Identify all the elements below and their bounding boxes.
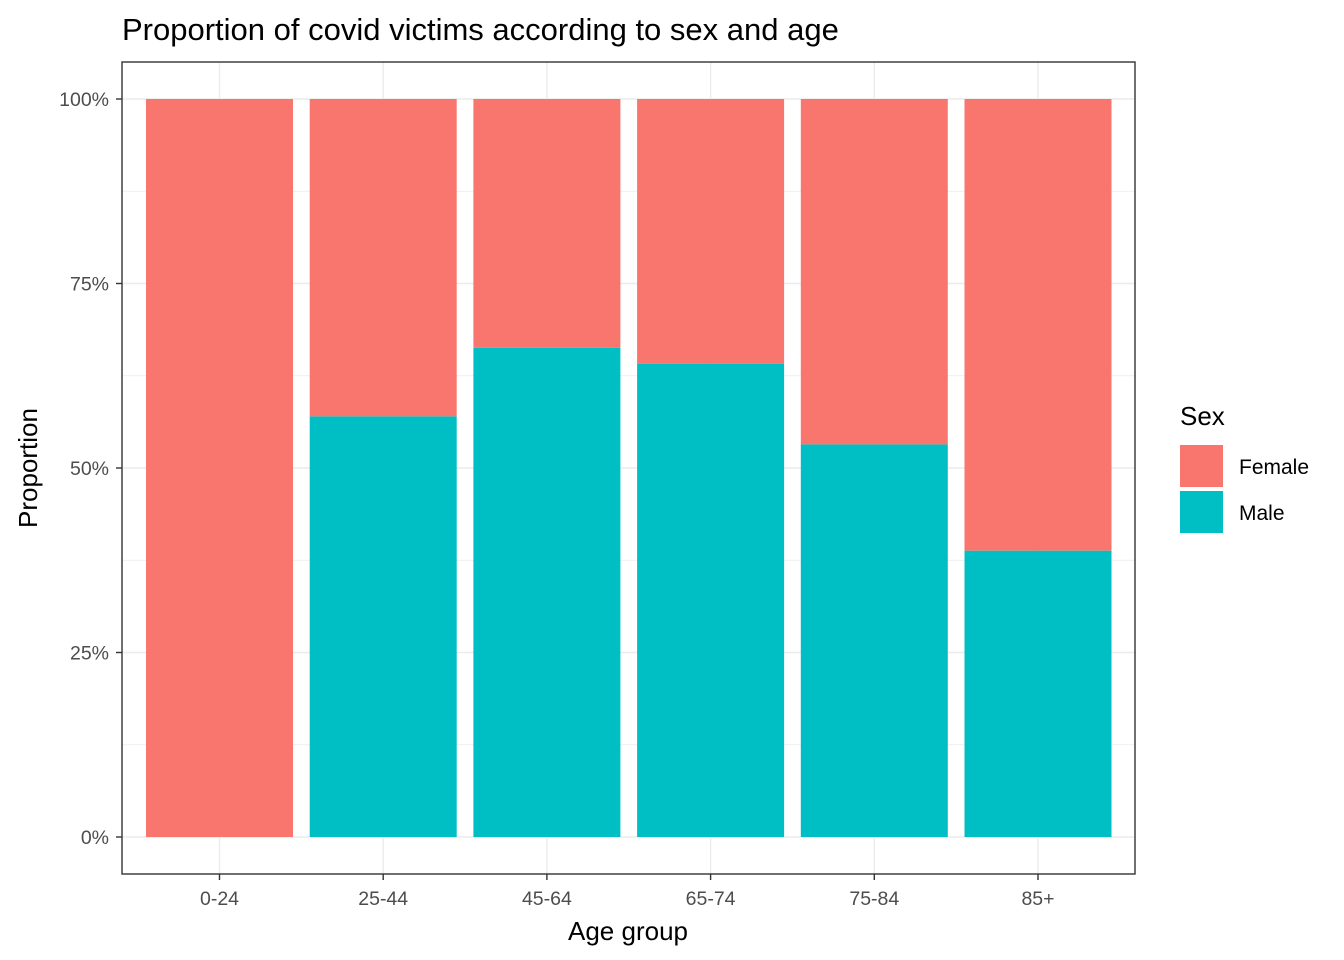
chart-title: Proportion of covid victims according to… [122,12,839,47]
x-axis: 0-24 25-44 45-64 65-74 75-84 85+ [200,874,1055,910]
y-axis: 0% 25% 50% 75% 100% [59,89,122,849]
x-tick-label: 75-84 [849,888,899,910]
legend-label-female: Female [1239,456,1309,479]
x-tick-label: 25-44 [358,888,408,910]
x-tick-label: 65-74 [686,888,736,910]
bar-female-75-84 [800,99,948,445]
bar-male-25-44 [309,416,457,837]
bar-male-85+ [964,550,1112,837]
y-tick-label: 0% [81,827,109,849]
bar-female-65-74 [637,99,785,364]
bar-female-0-24 [146,99,293,837]
bar-female-45-64 [473,99,621,348]
y-tick-label: 100% [59,89,109,111]
bar-male-75-84 [800,444,948,837]
legend-key-male [1180,491,1223,533]
bar-female-25-44 [309,99,457,417]
bar-male-45-64 [473,347,621,837]
bar-male-65-74 [637,363,785,837]
x-axis-title: Age group [568,916,688,946]
x-tick-label: 45-64 [522,888,572,910]
bars [146,99,1112,837]
y-tick-label: 25% [70,643,109,665]
x-tick-label: 85+ [1021,888,1054,910]
legend-key-female [1180,445,1223,487]
bar-female-85+ [964,99,1112,551]
legend-label-male: Male [1239,502,1285,525]
y-axis-title: Proportion [13,408,43,528]
x-tick-label: 0-24 [200,888,239,910]
legend-title: Sex [1180,401,1225,431]
legend: Sex Female Male [1180,401,1309,533]
y-tick-label: 50% [70,458,109,480]
y-tick-label: 75% [70,274,109,296]
